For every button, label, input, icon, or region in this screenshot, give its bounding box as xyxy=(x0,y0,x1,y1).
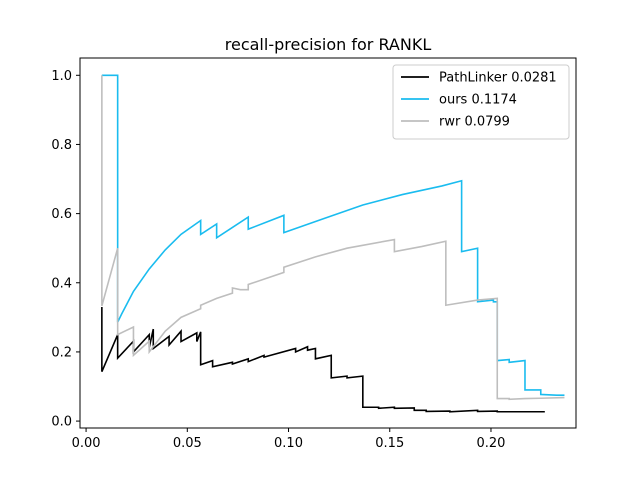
series-line-0 xyxy=(101,306,545,413)
y-tick-label: 0.2 xyxy=(51,345,72,360)
y-tick-label: 0.8 xyxy=(51,138,72,153)
legend: PathLinker 0.0281 ours 0.1174 rwr 0.0799 xyxy=(392,64,570,140)
x-tick-label: 0.20 xyxy=(476,436,505,451)
legend-label-0: PathLinker 0.0281 xyxy=(439,71,557,86)
x-tick-label: 0.00 xyxy=(72,436,101,451)
series-line-1 xyxy=(101,74,565,396)
y-tick-label: 0.4 xyxy=(51,276,72,291)
legend-label-1: ours 0.1174 xyxy=(439,93,517,108)
y-tick-label: 1.0 xyxy=(51,69,72,84)
series-line-2 xyxy=(101,75,565,401)
x-axis: 0.00 0.05 0.10 0.15 0.20 xyxy=(72,428,505,451)
plot-lines xyxy=(101,74,565,413)
y-tick-label: 0.6 xyxy=(51,207,72,222)
chart-title: recall-precision for RANKL xyxy=(225,35,432,54)
y-axis: 0.0 0.2 0.4 0.6 0.8 1.0 xyxy=(51,69,80,430)
x-tick-label: 0.05 xyxy=(173,436,202,451)
x-tick-label: 0.15 xyxy=(375,436,404,451)
x-tick-label: 0.10 xyxy=(274,436,303,451)
legend-label-2: rwr 0.0799 xyxy=(439,115,510,130)
legend-box xyxy=(392,64,570,140)
plot-frame xyxy=(79,57,577,429)
y-tick-label: 0.0 xyxy=(51,415,72,430)
